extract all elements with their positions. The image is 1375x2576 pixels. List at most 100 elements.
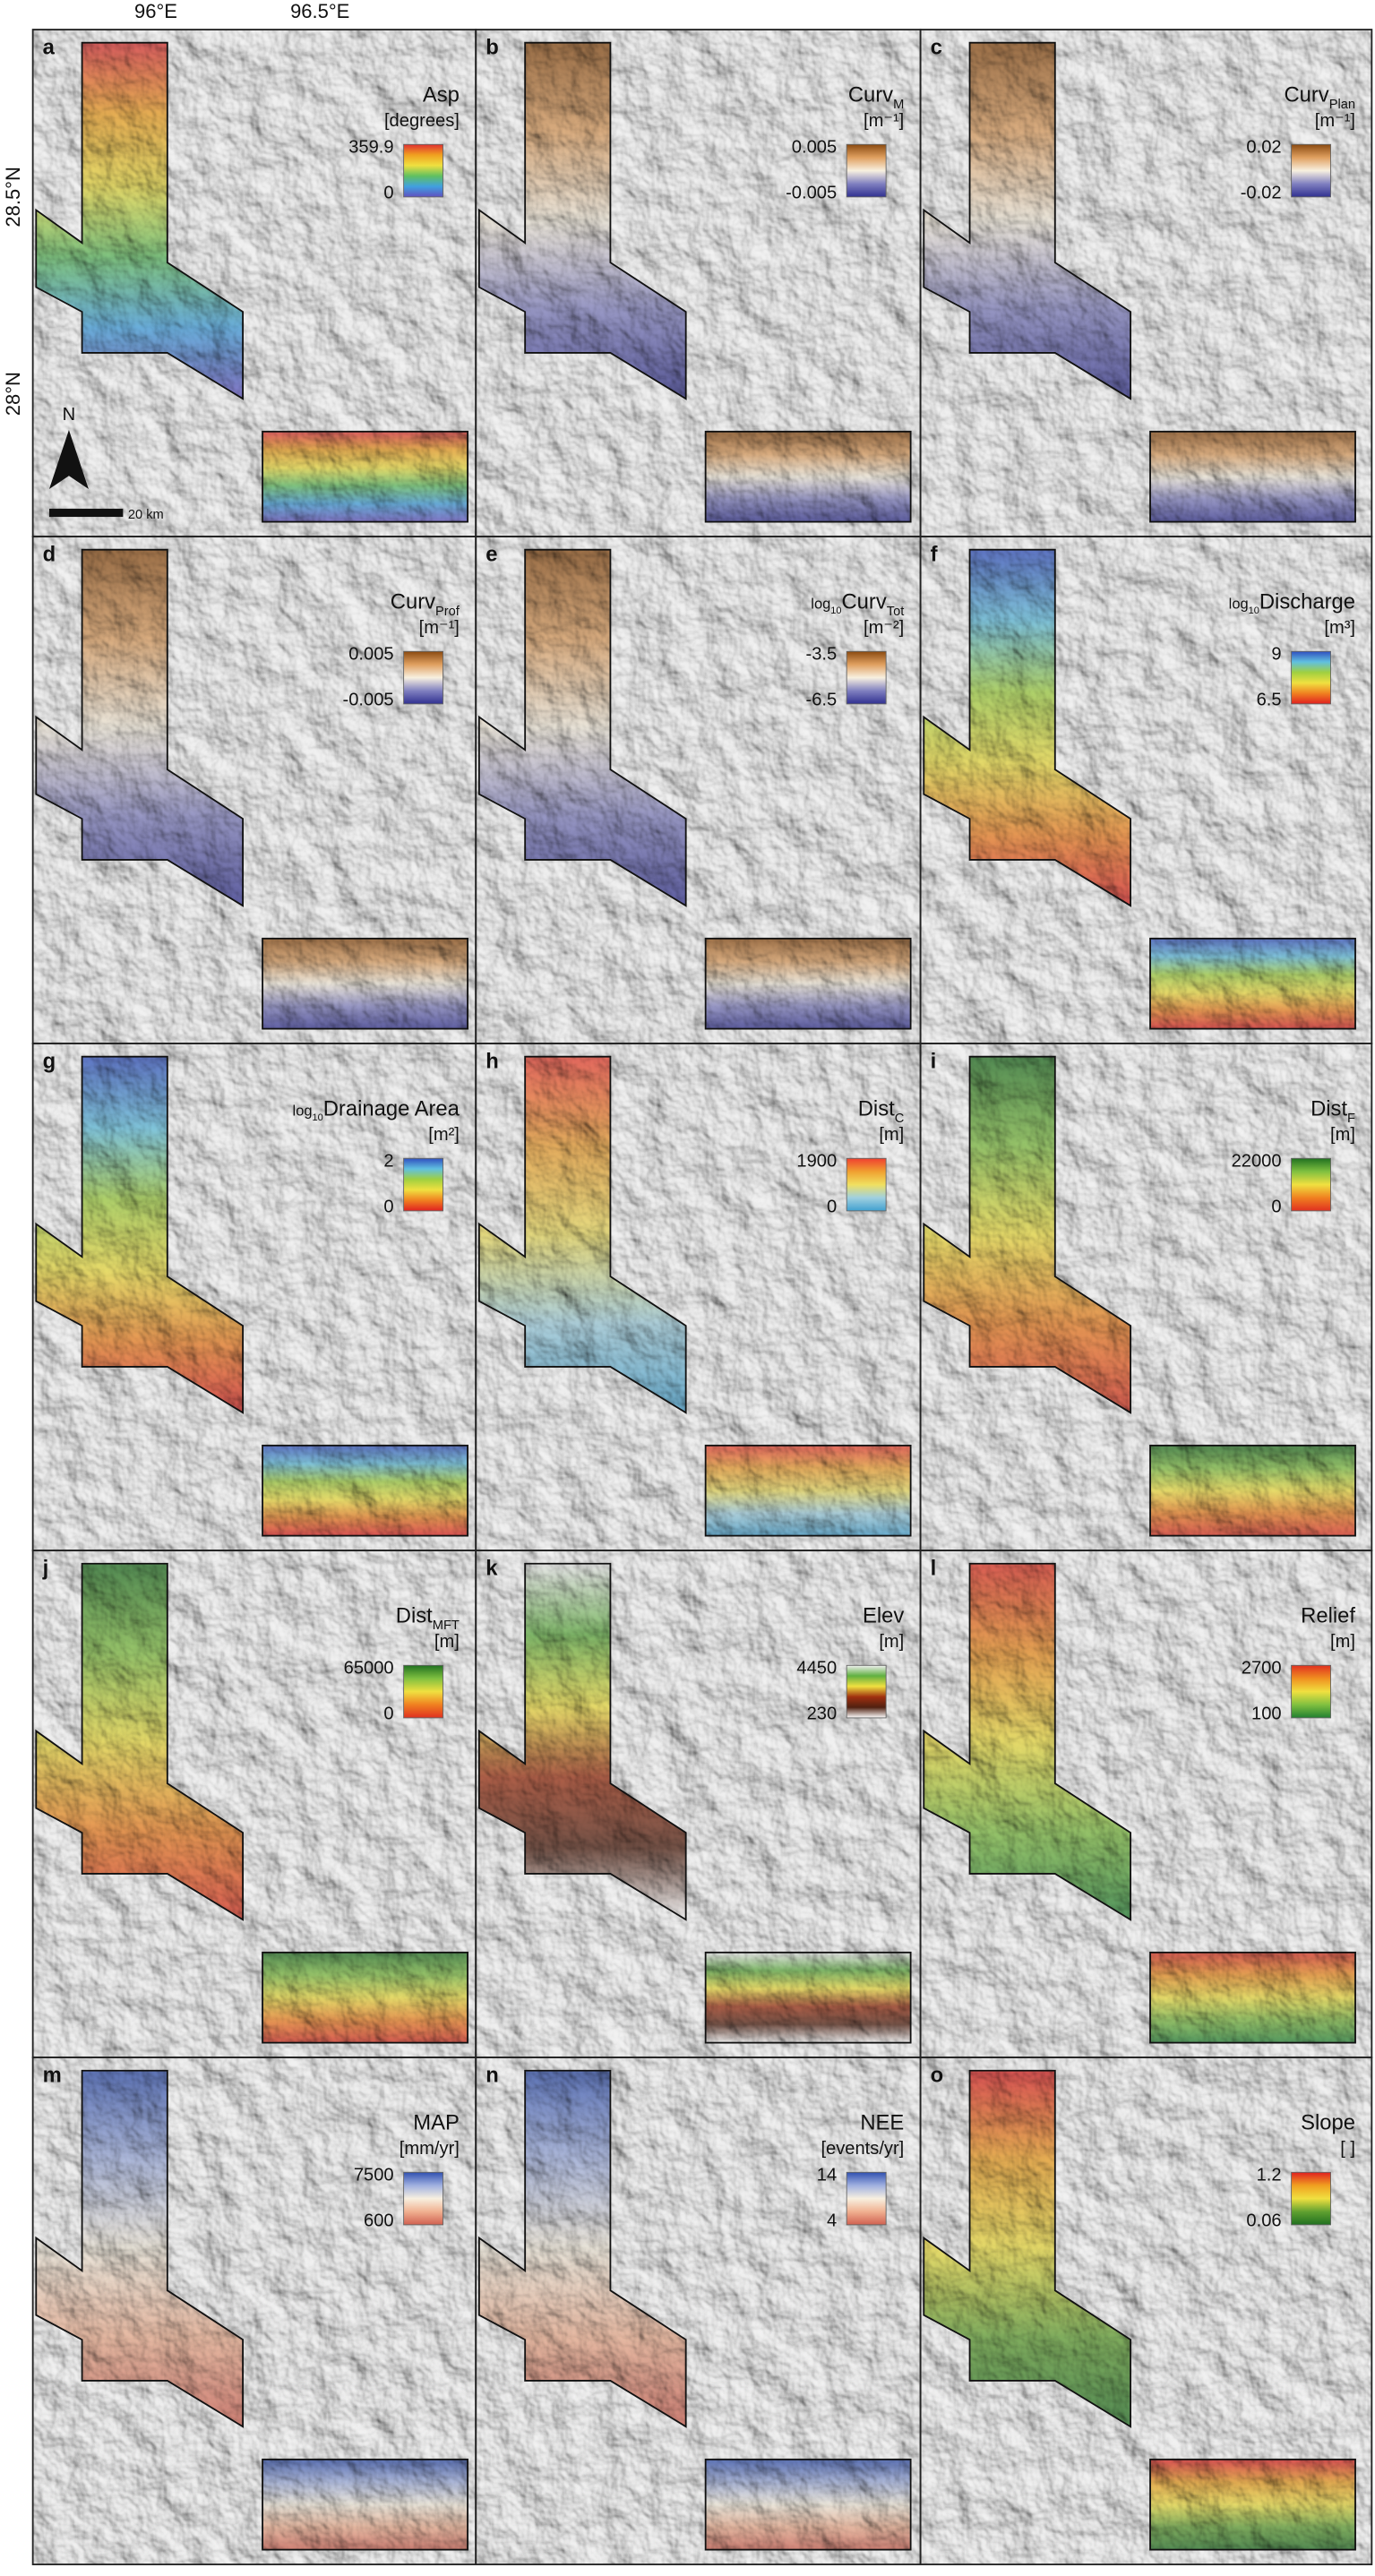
inset-area bbox=[262, 431, 468, 522]
study-area bbox=[924, 549, 1131, 906]
inset-area bbox=[262, 1952, 468, 2043]
colorbar-max: 9 bbox=[1271, 644, 1281, 664]
title-text: Slope bbox=[1301, 2111, 1355, 2135]
inset-area bbox=[262, 938, 468, 1029]
map-panel: k Elev [m] 4450 230 bbox=[475, 1550, 922, 2059]
panel-letter: l bbox=[931, 1557, 937, 1581]
map-panel: j DistMFT[m] 65000 0 bbox=[31, 1550, 477, 2059]
inset-outline bbox=[262, 937, 468, 1030]
unit-label: [ ] bbox=[1340, 2139, 1355, 2159]
colorbar-max: 0.005 bbox=[348, 644, 393, 664]
unit-label: [m³] bbox=[1324, 618, 1355, 638]
colorbar-min: 0 bbox=[383, 1704, 393, 1724]
colorbar-min: 0.06 bbox=[1246, 2211, 1281, 2231]
inset-outline bbox=[262, 1951, 468, 2044]
panel-letter: g bbox=[43, 1050, 56, 1074]
colorbar bbox=[846, 2171, 887, 2226]
inset-outline bbox=[1149, 1951, 1356, 2044]
title-prefix: log bbox=[293, 1103, 313, 1120]
study-area-outline bbox=[35, 41, 245, 400]
colorbar bbox=[403, 143, 444, 198]
panel-letter: j bbox=[42, 1557, 49, 1581]
colorbar-min: -6.5 bbox=[806, 691, 838, 710]
inset-area bbox=[705, 431, 911, 522]
panel-letter: c bbox=[931, 36, 942, 60]
panel-letter: b bbox=[486, 36, 499, 60]
map-panel: o Slope [ ] 1.2 0.06 bbox=[919, 2057, 1373, 2566]
study-area-outline bbox=[923, 1562, 1131, 1921]
layer-title: Elev bbox=[863, 1604, 904, 1628]
inset-area bbox=[1150, 431, 1356, 522]
inset-outline bbox=[1149, 2458, 1356, 2551]
unit-label: [m] bbox=[1330, 1632, 1355, 1652]
unit-label: [m] bbox=[434, 1632, 460, 1652]
layer-title: Slope bbox=[1301, 2111, 1355, 2135]
colorbar bbox=[403, 1664, 444, 1719]
map-panel: a Asp [degrees] 359.9 0 bbox=[31, 29, 477, 537]
title-text: Curv bbox=[1284, 83, 1328, 107]
colorbar bbox=[846, 1157, 887, 1212]
colorbar-max: 2700 bbox=[1242, 1658, 1282, 1678]
map-panel: b CurvM[m⁻¹] 0.005 -0.005 bbox=[475, 29, 922, 537]
title-text: Dist bbox=[1311, 1097, 1347, 1121]
colorbar-max: -3.5 bbox=[806, 644, 838, 664]
colorbar-min: 0 bbox=[1271, 1198, 1281, 1217]
colorbar-min: -0.02 bbox=[1241, 184, 1282, 203]
colorbar bbox=[846, 143, 887, 198]
study-area-outline bbox=[35, 1562, 245, 1921]
colorbar-min: 0 bbox=[827, 1198, 837, 1217]
lat-label: 28.5°N bbox=[2, 167, 24, 227]
lon-label: 96.5°E bbox=[290, 0, 349, 22]
colorbar bbox=[846, 650, 887, 705]
title-prefix: log bbox=[811, 597, 830, 613]
map-panel: c CurvPlan[m⁻¹] 0.02 -0.02 bbox=[919, 29, 1373, 537]
unit-label: [mm/yr] bbox=[400, 2139, 460, 2159]
inset-area bbox=[705, 2459, 911, 2550]
inset-outline bbox=[262, 1444, 468, 1537]
title-text: Dist bbox=[858, 1097, 895, 1121]
layer-title: Asp bbox=[423, 83, 460, 107]
study-area bbox=[478, 1056, 686, 1413]
study-area-outline bbox=[923, 41, 1131, 400]
colorbar bbox=[403, 650, 444, 705]
panel-letter: d bbox=[43, 543, 56, 567]
title-text: Curv bbox=[391, 590, 435, 614]
inset-area bbox=[705, 938, 911, 1029]
unit-label: [m⁻¹] bbox=[1315, 111, 1355, 131]
title-text: Discharge bbox=[1259, 590, 1355, 614]
map-panel: d CurvProf[m⁻¹] 0.005 -0.005 bbox=[31, 536, 477, 1044]
map-panel: e log10CurvTot[m⁻²] -3.5 -6.5 bbox=[475, 536, 922, 1044]
lat-label: 28°N bbox=[2, 372, 24, 416]
study-area bbox=[36, 42, 244, 399]
lon-label: 96°E bbox=[134, 0, 177, 22]
colorbar bbox=[1291, 650, 1332, 705]
study-area-outline bbox=[477, 2069, 687, 2428]
panel-letter: o bbox=[931, 2064, 944, 2088]
colorbar bbox=[1291, 2171, 1332, 2226]
colorbar-max: 4450 bbox=[796, 1658, 837, 1678]
title-prefix: log bbox=[1229, 597, 1249, 613]
colorbar-min: 4 bbox=[827, 2211, 837, 2231]
title-sub: Plan bbox=[1329, 98, 1355, 112]
layer-title: log10Drainage Area bbox=[293, 1097, 460, 1123]
colorbar bbox=[1291, 1157, 1332, 1212]
map-panel: m MAP [mm/yr] 7500 600 bbox=[31, 2057, 477, 2566]
title-text: MAP bbox=[413, 2111, 460, 2135]
panel-frame bbox=[919, 2057, 1373, 2566]
study-area-outline bbox=[477, 1562, 687, 1921]
colorbar bbox=[1291, 143, 1332, 198]
inset-area bbox=[1150, 1445, 1356, 1536]
title-sub: M bbox=[893, 98, 904, 112]
inset-outline bbox=[1149, 430, 1356, 523]
colorbar-max: 7500 bbox=[354, 2165, 394, 2185]
colorbar-max: 2 bbox=[383, 1151, 393, 1171]
inset-outline bbox=[704, 937, 912, 1030]
inset-outline bbox=[704, 1444, 912, 1537]
inset-outline bbox=[1149, 937, 1356, 1030]
unit-label: [m⁻¹] bbox=[419, 618, 460, 638]
title-prefix-sub: 10 bbox=[1249, 605, 1259, 616]
colorbar-min: 6.5 bbox=[1257, 691, 1282, 710]
inset-outline bbox=[704, 430, 912, 523]
colorbar-min: 230 bbox=[807, 1704, 838, 1724]
title-sub: F bbox=[1347, 1112, 1355, 1126]
